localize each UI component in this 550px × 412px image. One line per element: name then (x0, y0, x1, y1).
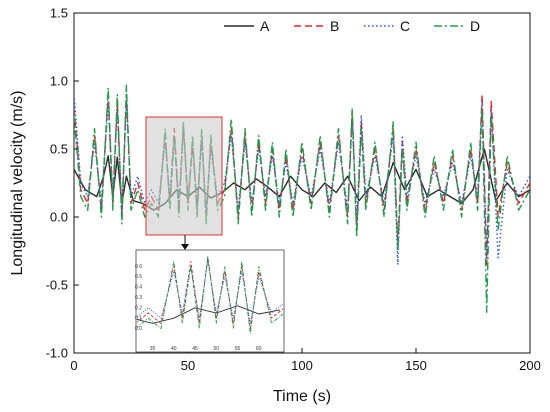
main-series-group (74, 84, 530, 313)
inset-x-tick-label: 45 (192, 346, 198, 352)
inset-y-tick-label: 0.1 (135, 316, 142, 322)
inset-series-line-b (137, 258, 283, 329)
inset-series-group (137, 255, 283, 334)
x-tick-label: 150 (405, 358, 427, 373)
legend-label-c: C (400, 18, 410, 34)
inset-x-tick-label: 50 (213, 346, 219, 352)
y-tick-label: -0.5 (46, 278, 68, 293)
inset-y-tick-label: 0.5 (135, 274, 142, 280)
y-tick-label: 1.5 (50, 6, 68, 21)
zoom-region-highlight (145, 116, 223, 236)
legend: A B C D (224, 18, 480, 34)
y-axis-ticks: -1.0 -0.5 0.0 0.5 1.0 1.5 (46, 6, 79, 361)
x-tick-label: 0 (70, 358, 77, 373)
inset-series-line-c (137, 261, 283, 324)
y-tick-label: -1.0 (46, 346, 68, 361)
inset-x-tick-label: 60 (256, 346, 262, 352)
zoom-arrow-head (181, 244, 189, 250)
y-tick-label: 0.5 (50, 142, 68, 157)
inset-frame (135, 249, 285, 353)
x-axis-title: Time (s) (273, 388, 331, 405)
y-tick-label: 0.0 (50, 210, 68, 225)
series-line-c (74, 94, 530, 266)
legend-label-a: A (260, 18, 270, 34)
inset-y-tick-label: 0.6 (135, 264, 142, 270)
legend-label-d: D (470, 18, 480, 34)
x-tick-label: 200 (519, 358, 541, 373)
x-axis-ticks: 0 50 100 150 200 (70, 348, 541, 373)
x-tick-label: 100 (291, 358, 313, 373)
series-line-b (74, 93, 530, 266)
inset-x-tick-label: 40 (171, 346, 177, 352)
inset-series-line-a (137, 305, 281, 324)
inset-x-tick-label: 35 (150, 346, 156, 352)
y-tick-label: 1.0 (50, 74, 68, 89)
inset-x-tick-label: 55 (235, 346, 241, 352)
inset-series-line-d (137, 255, 283, 334)
x-tick-label: 50 (181, 358, 195, 373)
inset-axis-ticks: 35 40 45 50 55 60 0.6 0.5 0.4 0.3 0.2 0.1 0.0 (135, 264, 262, 352)
series-line-d (74, 84, 530, 313)
inset-y-tick-label: 0.0 (135, 326, 142, 332)
y-axis-title: Longitudinal velocity (m/s) (9, 91, 26, 276)
inset-y-tick-label: 0.4 (135, 285, 142, 291)
inset-y-tick-label: 0.3 (135, 295, 142, 301)
legend-label-b: B (330, 18, 339, 34)
inset-y-tick-label: 0.2 (135, 305, 142, 311)
